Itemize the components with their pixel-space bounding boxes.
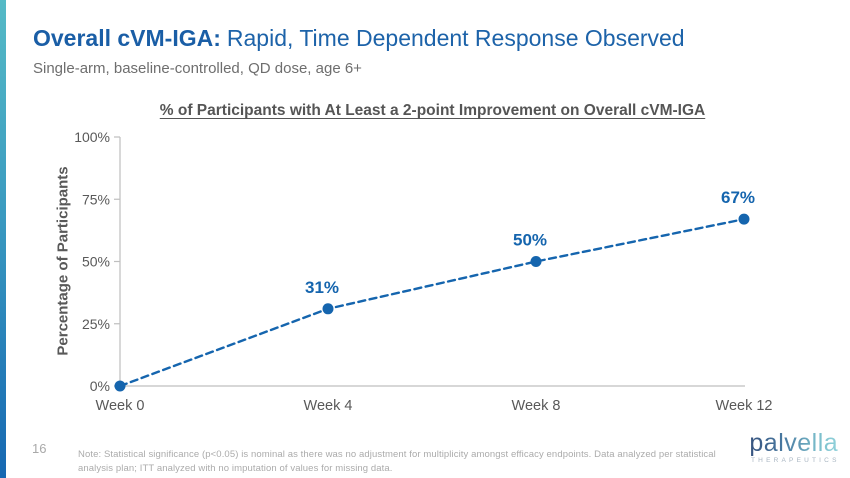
page-title: Overall cVM-IGA: Rapid, Time Dependent Re… (33, 24, 685, 52)
page-title-emphasis: Overall cVM-IGA: (33, 25, 221, 51)
data-point (322, 303, 334, 315)
y-tick-label: 100% (74, 129, 110, 145)
footnote-line: analysis plan; ITT analyzed with no impu… (78, 463, 393, 474)
x-tick-label: Week 12 (716, 398, 773, 414)
series-line (118, 217, 746, 388)
footnote-line: Note: Statistical significance (p<0.05) … (78, 449, 716, 460)
x-tick-label: Week 4 (304, 398, 353, 414)
data-point-label: 50% (513, 231, 547, 250)
page-subtitle: Single-arm, baseline-controlled, QD dose… (33, 60, 362, 77)
footnote: Note: Statistical significance (p<0.05) … (78, 448, 716, 476)
chart-title: % of Participants with At Least a 2-poin… (159, 102, 706, 119)
y-tick-label: 75% (82, 191, 110, 207)
y-tick-label: 0% (90, 378, 110, 394)
data-point (738, 213, 750, 225)
data-point (114, 380, 126, 392)
data-point-label: 67% (721, 188, 755, 207)
data-point (530, 256, 542, 267)
x-tick-label: Week 0 (96, 398, 145, 414)
page-title-rest: Rapid, Time Dependent Response Observed (226, 25, 685, 51)
palvella-logo-subtext: THERAPEUTICS (751, 457, 840, 464)
y-tick-label: 50% (82, 254, 110, 270)
y-tick-label: 25% (82, 316, 110, 332)
palvella-logo-wordmark: palvella (749, 429, 839, 457)
page-number: 16 (32, 441, 47, 456)
data-point-label: 31% (305, 278, 339, 297)
left-accent-bar (0, 0, 6, 478)
x-tick-label: Week 8 (512, 398, 561, 414)
palvella-logo: palvella THERAPEUTICS (748, 430, 840, 464)
